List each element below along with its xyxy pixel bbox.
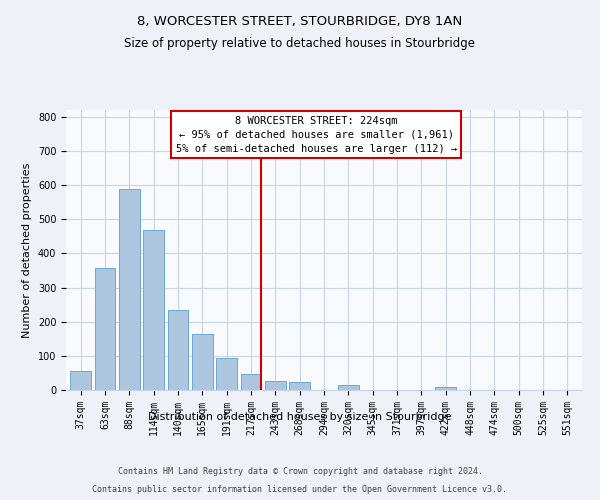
Bar [436,388,456,390]
Bar [167,310,188,390]
Bar [216,358,237,390]
Text: 8 WORCESTER STREET: 224sqm
← 95% of detached houses are smaller (1,961)
5% of se: 8 WORCESTER STREET: 224sqm ← 95% of deta… [176,116,457,154]
Bar [265,382,286,390]
Bar [119,188,140,390]
Bar [70,370,91,390]
Text: Contains HM Land Registry data © Crown copyright and database right 2024.: Contains HM Land Registry data © Crown c… [118,468,482,476]
Text: Distribution of detached houses by size in Stourbridge: Distribution of detached houses by size … [148,412,452,422]
Text: Size of property relative to detached houses in Stourbridge: Size of property relative to detached ho… [125,38,476,51]
Bar [338,385,359,390]
Bar [241,374,262,390]
Bar [289,382,310,390]
Y-axis label: Number of detached properties: Number of detached properties [22,162,32,338]
Text: 8, WORCESTER STREET, STOURBRIDGE, DY8 1AN: 8, WORCESTER STREET, STOURBRIDGE, DY8 1A… [137,15,463,28]
Bar [95,268,115,390]
Bar [192,334,212,390]
Text: Contains public sector information licensed under the Open Government Licence v3: Contains public sector information licen… [92,485,508,494]
Bar [143,230,164,390]
